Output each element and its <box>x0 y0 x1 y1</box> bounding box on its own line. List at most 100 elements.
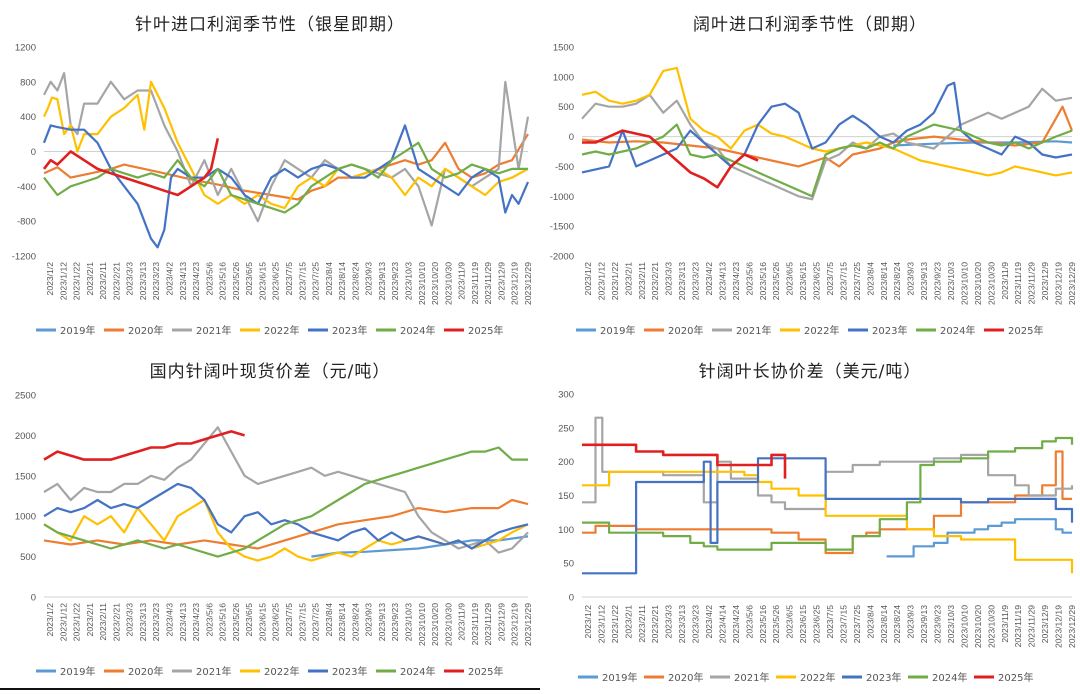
x-tick-label: 2023/9/23 <box>390 262 400 300</box>
chart-panel-2: 阔叶进口利润季节性（即期） 1500 1000 500 0 -500 -1000 -1500… <box>540 0 1080 347</box>
x-tick-label: 2023/11/9 <box>457 603 467 641</box>
series-line <box>582 450 1072 555</box>
x-tick-label: 2023/10/10 <box>417 262 427 305</box>
x-tick-label: 2023/12/9 <box>1040 262 1050 300</box>
series-line <box>43 498 529 562</box>
y-tick-label: 200 <box>558 457 574 468</box>
x-tick-label: 2023/12/19 <box>1054 262 1064 305</box>
legend-label: 2022年 <box>804 324 839 337</box>
series-line <box>43 446 528 558</box>
legend-label: 2020年 <box>128 665 163 678</box>
x-tick-label: 2023/8/14 <box>337 603 347 641</box>
x-tick-label: 2023/6/5 <box>244 262 254 296</box>
x-tick-label: 2023/3/23 <box>151 262 161 300</box>
x-tick-label: 2023/8/4 <box>865 605 875 639</box>
y-tick-label: -500 <box>555 162 574 173</box>
x-tick-label: 2023/8/24 <box>350 262 360 300</box>
x-tick-label: 2023/4/3 <box>165 603 175 637</box>
x-tick-label: 2023/11/29 <box>483 262 493 305</box>
legend-label: 2024年 <box>940 324 975 337</box>
x-tick-label: 2023/1/2 <box>45 262 55 296</box>
x-tick-label: 2023/10/10 <box>959 262 969 305</box>
x-tick-label: 2023/1/12 <box>596 262 606 300</box>
x-tick-label: 2023/12/9 <box>496 262 506 300</box>
x-tick-label: 2023/8/4 <box>324 603 334 637</box>
x-tick-label: 2023/8/24 <box>892 605 902 643</box>
x-tick-label: 2023/9/23 <box>933 262 943 300</box>
legend-label: 2020年 <box>668 324 703 337</box>
x-tick-label: 2023/10/3 <box>404 603 414 641</box>
x-tick-label: 2023/3/3 <box>664 605 674 639</box>
x-tick-label: 2023/11/19 <box>1013 605 1023 648</box>
x-tick-label: 2023/1/2 <box>583 262 593 296</box>
x-tick-label: 2023/4/23 <box>191 603 201 641</box>
x-tick-label: 2023/12/29 <box>523 603 533 646</box>
x-tick-label: 2023/9/23 <box>390 603 400 641</box>
x-tick-label: 2023/7/15 <box>297 603 307 641</box>
x-tick-label: 2023/3/23 <box>691 605 701 643</box>
x-tick-label: 2023/7/15 <box>297 262 307 300</box>
x-tick-label: 2023/8/4 <box>865 262 875 296</box>
x-tick-label: 2023/2/1 <box>623 262 633 296</box>
legend-label: 2019年 <box>600 324 635 337</box>
x-tick-label: 2023/5/26 <box>231 262 241 300</box>
legend-label: 2024年 <box>400 324 435 337</box>
series-line <box>43 141 528 214</box>
y-tick-label: 400 <box>20 112 36 123</box>
x-tick-label: 2023/11/29 <box>483 603 493 646</box>
series-line <box>42 124 530 249</box>
x-tick-label: 2023/6/5 <box>785 262 795 296</box>
y-tick-label: 0 <box>569 593 574 604</box>
x-tick-label: 2023/4/2 <box>165 262 175 296</box>
divider <box>0 688 540 690</box>
legend-label: 2025年 <box>468 665 503 678</box>
x-tick-label: 2023/9/13 <box>377 603 387 641</box>
x-tick-label: 2023/5/6 <box>204 262 214 296</box>
chart-title: 阔叶进口利润季节性（即期） <box>693 15 927 35</box>
series-line <box>43 80 529 210</box>
x-tick-label: 2023/4/14 <box>717 605 727 643</box>
x-tick-label: 2023/3/23 <box>151 603 161 641</box>
x-tick-label: 2023/8/24 <box>350 603 360 641</box>
legend-label: 2022年 <box>264 324 299 337</box>
x-tick-label: 2023/12/19 <box>510 603 520 646</box>
x-tick-label: 2023/1/22 <box>610 605 620 643</box>
x-tick-label: 2023/10/30 <box>986 262 996 305</box>
x-tick-label: 2023/7/5 <box>825 262 835 296</box>
y-tick-label: -1200 <box>12 252 36 263</box>
x-tick-label: 2023/6/25 <box>812 262 822 300</box>
series-line <box>581 123 1073 198</box>
series-line <box>582 470 1074 574</box>
x-tick-label: 2023/3/23 <box>691 262 701 300</box>
series-line <box>582 457 1074 575</box>
legend-label: 2023年 <box>332 665 367 678</box>
x-tick-label: 2023/5/26 <box>231 603 241 641</box>
chart-svg: 300 250 200 150 100 50 0 2023/1/2 2023/1/12 2023/… <box>558 390 1077 685</box>
legend-label: 2021年 <box>734 671 769 684</box>
x-tick-label: 2023/10/30 <box>443 603 453 646</box>
x-tick-label: 2023/11/9 <box>1000 262 1010 300</box>
x-tick-label: 2023/5/6 <box>204 603 214 637</box>
chart-svg: 1200 800 400 0 -400 -800 -1200 2023/1/2 2023/1/1… <box>12 43 533 338</box>
x-tick-label: 2023/11/19 <box>1013 262 1023 305</box>
legend-label: 2019年 <box>602 671 637 684</box>
x-tick-label: 2023/2/11 <box>637 605 647 643</box>
x-tick-label: 2023/11/29 <box>1027 262 1037 305</box>
x-tick-label: 2023/3/13 <box>138 603 148 641</box>
x-tick-label: 2023/4/24 <box>731 605 741 643</box>
x-tick-label: 2023/6/15 <box>257 603 267 641</box>
y-tick-label: 500 <box>20 552 36 563</box>
x-tick-label: 2023/4/13 <box>717 262 727 300</box>
x-tick-label: 2023/1/12 <box>58 262 68 300</box>
x-tick-label: 2023/2/11 <box>98 262 108 300</box>
series-line <box>43 71 530 227</box>
series-line <box>311 535 529 558</box>
x-tick-label: 2023/9/13 <box>919 262 929 300</box>
y-tick-label: 2500 <box>15 391 36 402</box>
chart-title: 针阔叶长协价差（美元/吨） <box>698 362 922 382</box>
x-tick-label: 2023/5/26 <box>771 605 781 643</box>
legend-label: 2022年 <box>800 671 835 684</box>
x-tick-label: 2023/7/15 <box>838 262 848 300</box>
x-tick-label: 2023/4/13 <box>178 262 188 300</box>
series-line <box>581 66 1073 177</box>
